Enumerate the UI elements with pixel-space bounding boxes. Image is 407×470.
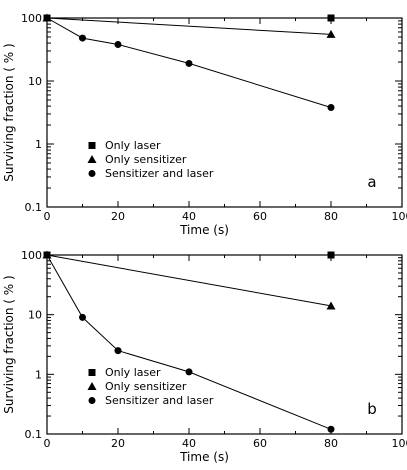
x-tick-label: 80: [324, 210, 338, 223]
x-tick-label: 60: [253, 210, 267, 223]
circle-marker: [88, 170, 96, 177]
y-axis-title: Surviving fraction ( % ): [2, 43, 16, 181]
series-line: [46, 17, 332, 35]
x-tick-label: 40: [182, 210, 196, 223]
legend-entry: Only laser: [88, 366, 161, 379]
triangle-marker: [87, 155, 97, 163]
square-marker: [88, 142, 96, 149]
y-tick-label: 1: [35, 138, 42, 151]
square-marker: [327, 14, 335, 22]
x-axis-title: Time (s): [179, 450, 229, 464]
plot-frame: [46, 17, 403, 208]
circle-marker: [185, 368, 193, 376]
x-tick-label: 100: [392, 210, 407, 223]
legend-entry: Only sensitizer: [87, 153, 187, 166]
y-tick-label: 100: [21, 249, 42, 262]
series-circle: [43, 14, 335, 111]
triangle-marker: [87, 382, 97, 390]
panel-label: b: [367, 400, 377, 418]
x-tick-label: 20: [111, 437, 125, 450]
x-tick-label: 40: [182, 437, 196, 450]
circle-marker: [79, 34, 86, 42]
series-circle: [43, 251, 335, 433]
circle-marker: [88, 397, 96, 404]
y-tick-label: 0.1: [25, 201, 43, 214]
x-tick-label: 80: [324, 437, 338, 450]
y-tick-label: 0.1: [25, 428, 43, 441]
legend-label: Sensitizer and laser: [105, 394, 214, 407]
x-tick-label: 20: [111, 210, 125, 223]
circle-marker: [185, 59, 193, 67]
legend-label: Only laser: [105, 139, 161, 152]
legend-entry: Sensitizer and laser: [88, 394, 214, 407]
circle-marker: [114, 347, 122, 355]
legend-entry: Only sensitizer: [87, 380, 187, 393]
legend-entry: Sensitizer and laser: [88, 167, 214, 180]
circle-marker: [327, 425, 335, 433]
chart-panel-a: 0 20 40 60 80 100 0.1 1 10 100 Time (s) Surviving f…: [2, 12, 407, 237]
series-triangle: [42, 13, 336, 38]
y-tick-label: 100: [21, 12, 42, 25]
series-line: [46, 254, 332, 307]
legend-label: Only sensitizer: [105, 380, 187, 393]
square-marker: [327, 251, 335, 259]
x-tick-label: 0: [44, 210, 51, 223]
circle-marker: [79, 313, 86, 321]
square-marker: [88, 369, 96, 376]
circle-marker: [43, 251, 51, 259]
x-tick-label: 100: [392, 437, 407, 450]
legend-label: Only laser: [105, 366, 161, 379]
legend-label: Only sensitizer: [105, 153, 187, 166]
circle-marker: [114, 40, 122, 48]
panel-label: a: [367, 173, 376, 191]
plot-frame: [46, 254, 403, 435]
circle-marker: [43, 14, 51, 22]
triangle-marker: [326, 29, 336, 38]
y-tick-label: 1: [35, 368, 42, 381]
x-tick-label: 0: [44, 437, 51, 450]
y-tick-label: 10: [28, 75, 42, 88]
x-tick-label: 60: [253, 437, 267, 450]
triangle-marker: [326, 301, 336, 310]
x-axis-title: Time (s): [179, 223, 229, 237]
circle-marker: [327, 103, 335, 111]
legend-entry: Only laser: [88, 139, 161, 152]
chart-panel-b: 0 20 40 60 80 100 0.1 1 10 100 Time (s) Surviving f…: [2, 249, 407, 464]
legend-label: Sensitizer and laser: [105, 167, 214, 180]
y-axis-title: Surviving fraction ( % ): [2, 275, 16, 413]
y-tick-label: 10: [28, 309, 42, 322]
